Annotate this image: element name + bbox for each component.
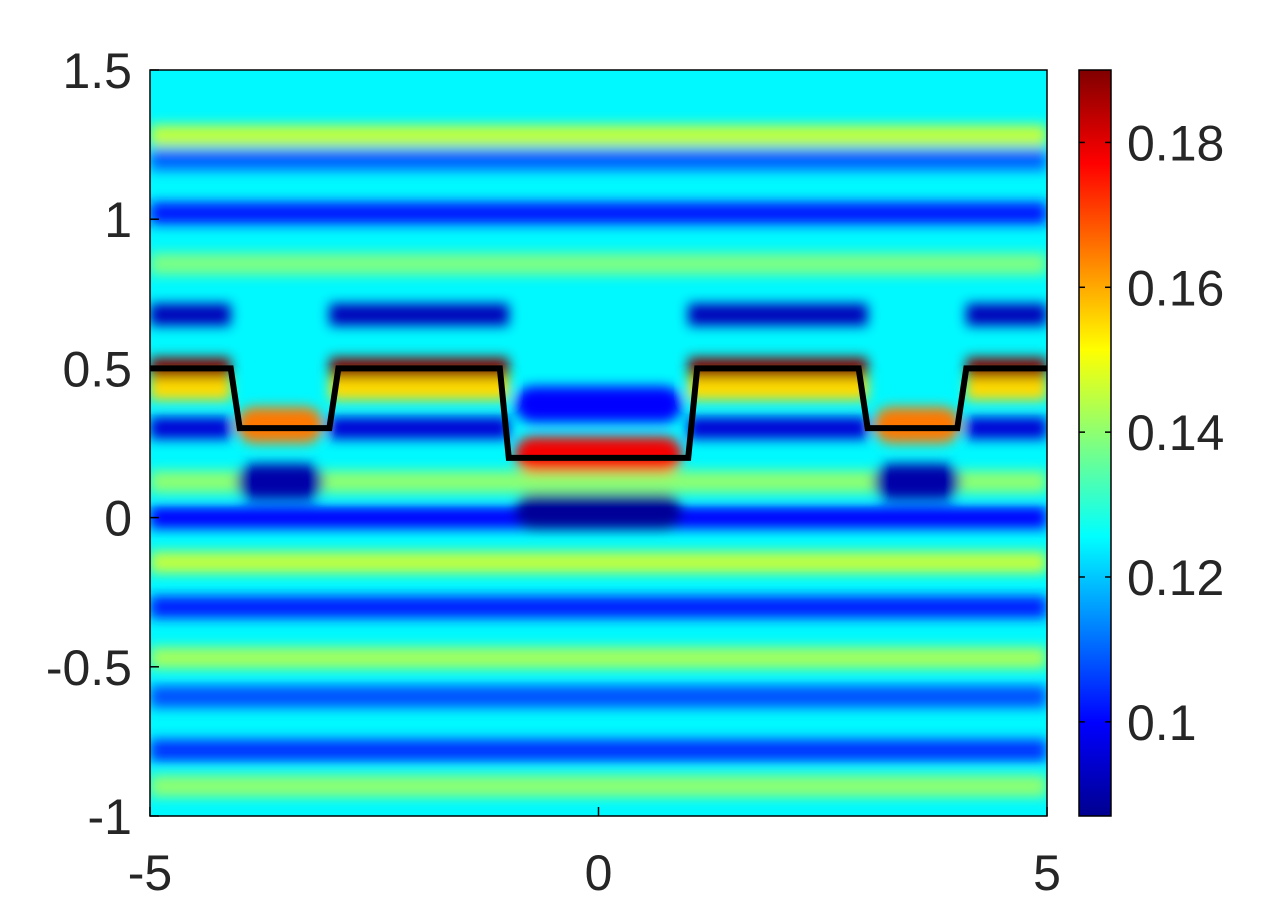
heatmap-band-low-1 <box>688 417 868 440</box>
y-tick-label: 0.5 <box>62 341 132 397</box>
heatmap-band-top-2 <box>150 148 1047 171</box>
y-tick-label: 1.5 <box>62 43 132 99</box>
heatmap-band-low-1 <box>329 417 509 440</box>
heatmap-band-top-1 <box>150 124 1047 147</box>
heatmap-left-notch-dark <box>236 463 324 500</box>
y-tick-label: 1 <box>104 192 132 248</box>
heatmap-band-below-peak <box>150 378 231 401</box>
heatmap-band-low-1 <box>150 417 231 440</box>
colorbar: 0.1 0.12 0.14 0.16 0.18 <box>1078 69 1224 817</box>
heatmap-center-dark-blob <box>514 493 683 530</box>
heatmap-band-below-peak <box>688 378 868 401</box>
colorbar-tick-label: 0.12 <box>1127 550 1224 606</box>
heatmap-right-notch-dark <box>873 463 961 500</box>
heatmap-band-low-9 <box>150 775 1047 798</box>
heatmap-band-low-8 <box>150 739 1047 762</box>
heatmap-band-low-4 <box>150 551 1047 574</box>
heatmap-bands <box>150 124 1047 798</box>
x-tick-label: 0 <box>585 845 613 901</box>
colorbar-tick-label: 0.1 <box>1127 695 1197 751</box>
x-tick-label: 5 <box>1033 845 1061 901</box>
line-layer <box>150 365 1047 461</box>
heatmap-band-mid-1 <box>329 303 509 326</box>
heatmap-band-low-5 <box>150 596 1047 619</box>
x-axis: -5 0 5 <box>128 807 1061 901</box>
y-tick-label: 0 <box>104 491 132 547</box>
y-tick-label: -1 <box>88 789 132 845</box>
heatmap-band-low-1 <box>966 417 1047 440</box>
heatmap-band-top-4 <box>150 252 1047 275</box>
y-axis: -1 -0.5 0 0.5 1 1.5 <box>46 43 159 845</box>
heatmap-band-mid-1 <box>688 303 868 326</box>
heatmap-center-blue-upper <box>514 386 683 423</box>
heatmap-band-low-6 <box>150 646 1047 669</box>
heatmap-band-top-3 <box>150 202 1047 225</box>
colorbar-tick-label: 0.18 <box>1127 115 1224 171</box>
heatmap-band-low-2 <box>150 470 1047 493</box>
x-tick-label: -5 <box>128 845 172 901</box>
y-tick-label: -0.5 <box>46 640 132 696</box>
colorbar-ticks: 0.1 0.12 0.14 0.16 0.18 <box>1079 115 1224 751</box>
heatmap-area <box>150 70 1047 816</box>
heatmap-band-mid-1 <box>966 303 1047 326</box>
heatmap-band-below-peak <box>966 378 1047 401</box>
heatmap-band-low-7 <box>150 685 1047 708</box>
colorbar-tick-label: 0.14 <box>1127 405 1224 461</box>
colorbar-tick-label: 0.16 <box>1127 260 1224 316</box>
heatmap-band-below-peak <box>329 378 509 401</box>
series-line-0 <box>150 365 1047 461</box>
colorbar-gradient <box>1078 69 1112 817</box>
heatmap-band-mid-1 <box>150 303 231 326</box>
